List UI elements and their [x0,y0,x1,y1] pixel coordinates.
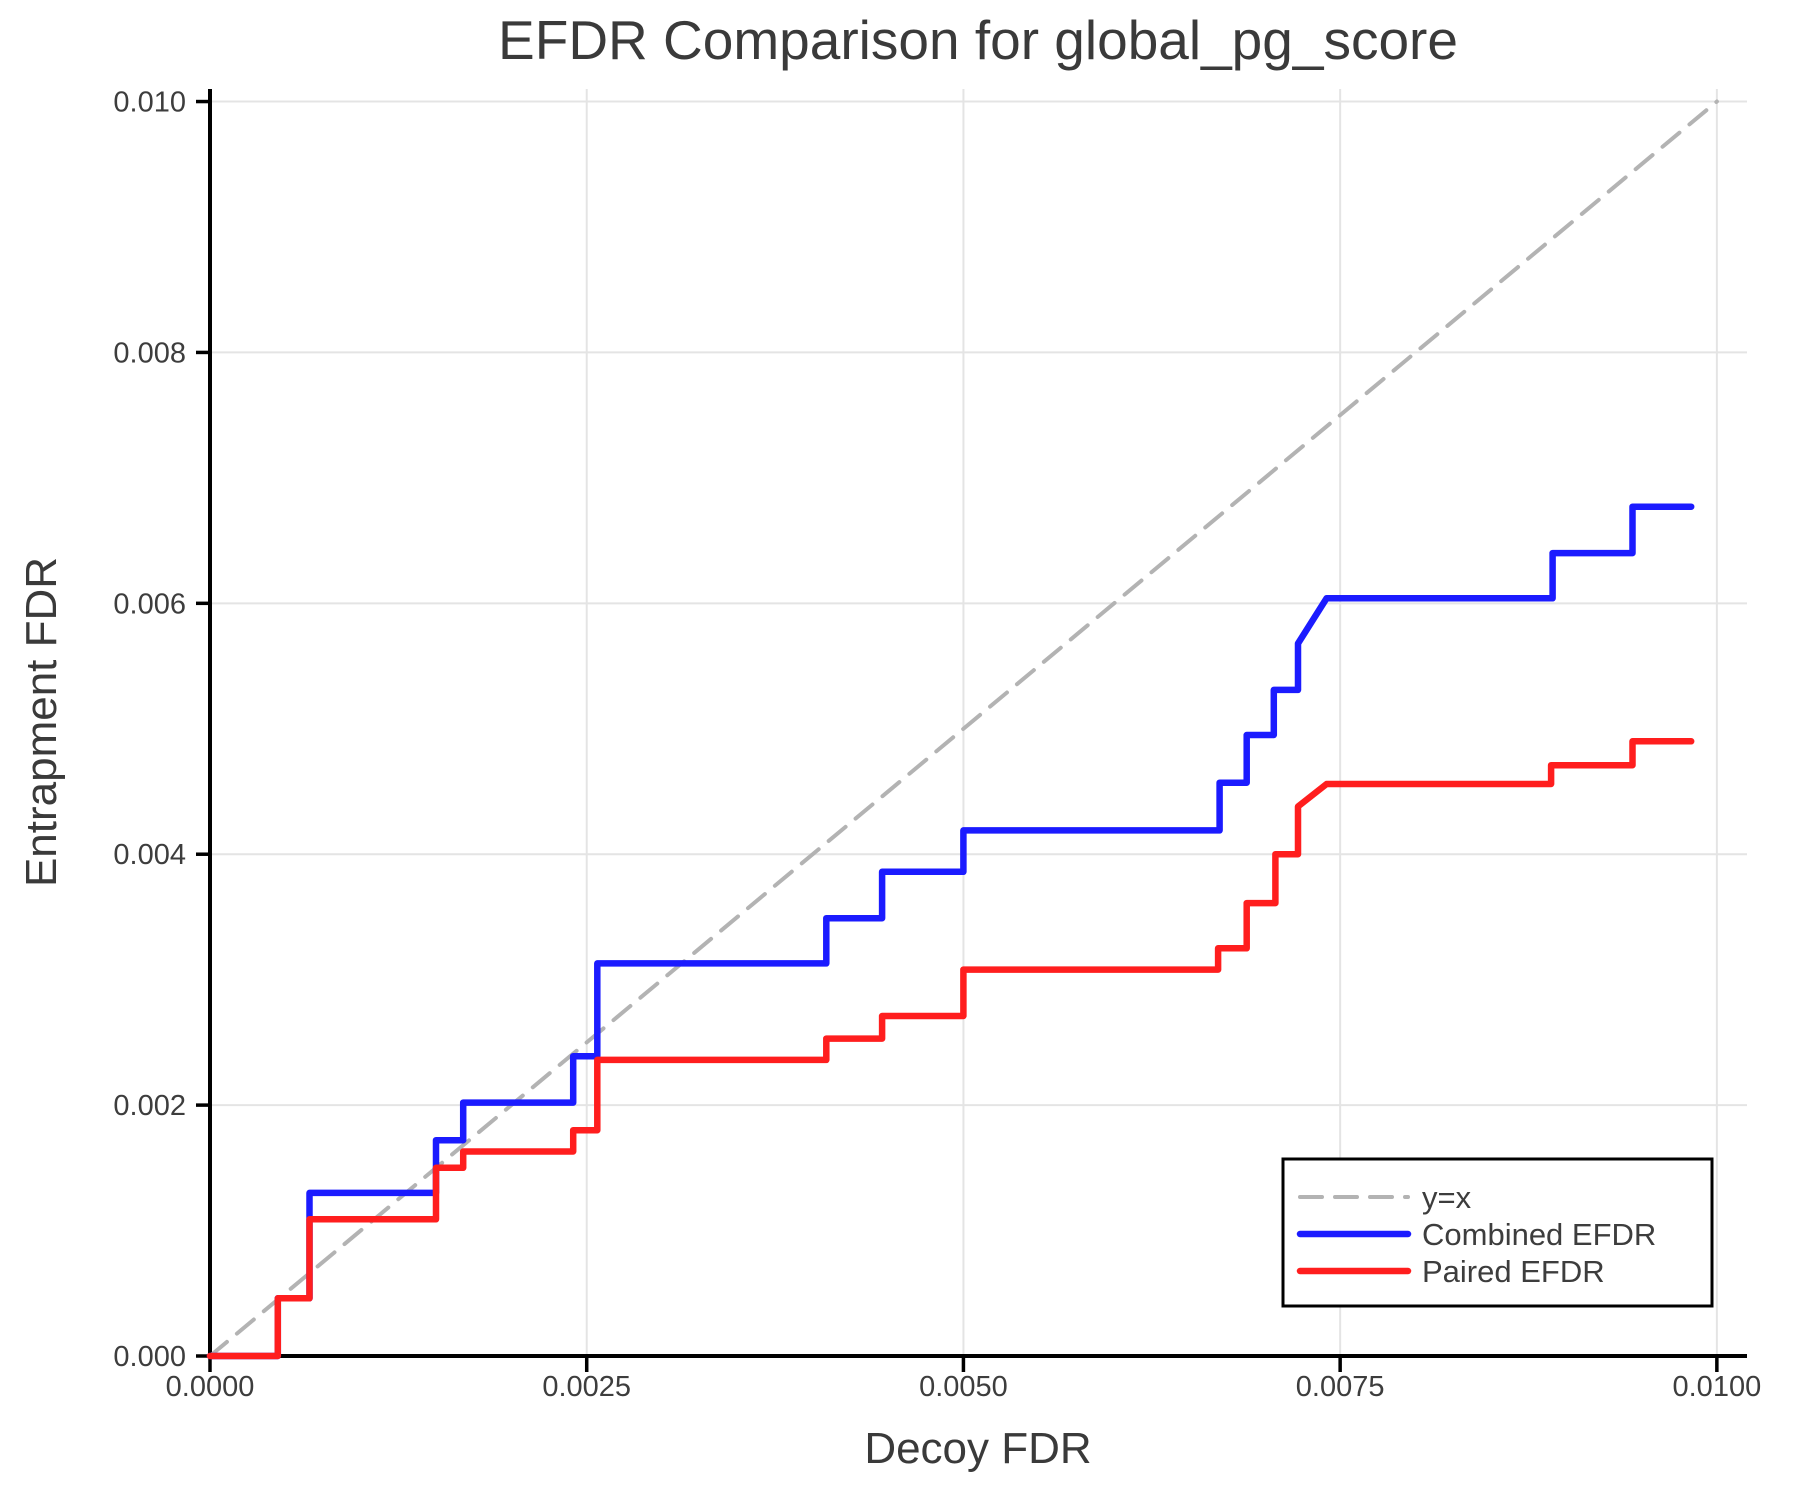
series-line-identity [208,99,1719,1358]
y-tick-label: 0.010 [113,87,186,119]
legend-label-paired-efdr: Paired EFDR [1422,1254,1605,1289]
legend-label-identity: y=x [1422,1180,1472,1215]
x-tick-label: 0.0100 [1673,1371,1762,1403]
x-tick-label: 0.0050 [919,1371,1008,1403]
y-tick-label: 0.000 [113,1341,186,1373]
series-line-paired-efdr [206,738,1695,1360]
y-tick-label: 0.004 [113,839,186,871]
x-tick-label: 0.0025 [542,1371,631,1403]
legend-label-combined-efdr: Combined EFDR [1422,1217,1656,1252]
x-axis-label: Decoy FDR [864,1424,1092,1473]
y-tick-label: 0.008 [113,337,186,369]
x-tick-label: 0.0000 [166,1371,255,1403]
x-tick-label: 0.0075 [1296,1371,1385,1403]
y-tick-label: 0.002 [113,1090,186,1122]
y-axis-label: Entrapment FDR [17,556,66,888]
chart-title: EFDR Comparison for global_pg_score [498,9,1458,71]
y-tick-label: 0.006 [113,588,186,620]
